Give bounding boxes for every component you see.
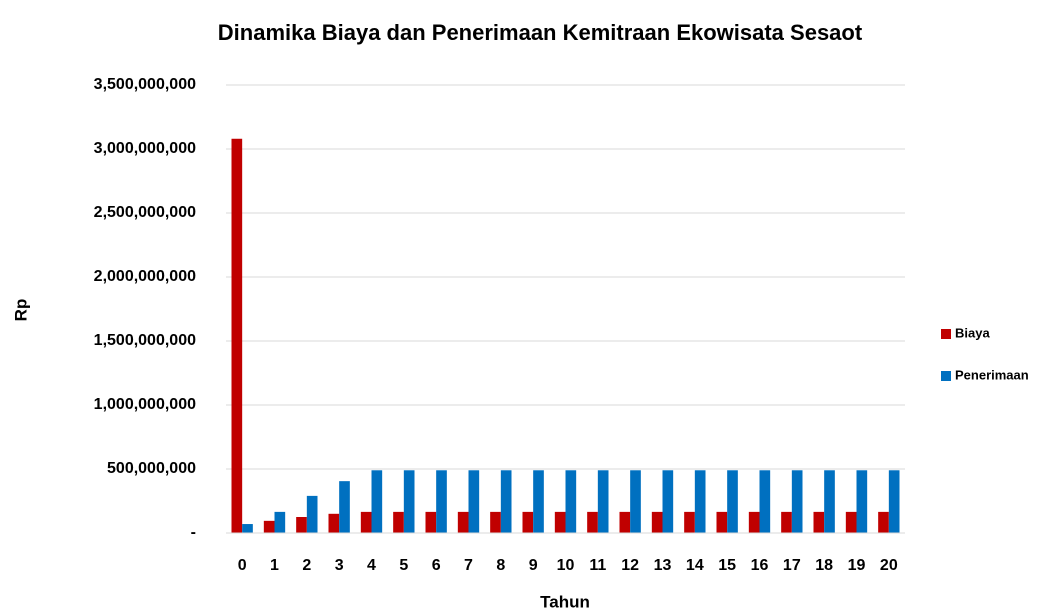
bar (813, 511, 825, 533)
y-axis-label: Rp (11, 299, 30, 322)
bar (371, 470, 383, 533)
bar (791, 470, 803, 533)
y-tick-label: 3,000,000,000 (94, 140, 196, 157)
bar (597, 470, 609, 533)
bar (565, 470, 577, 533)
y-tick-label: 2,000,000,000 (94, 268, 196, 285)
bar (306, 495, 318, 533)
legend-label: Penerimaan (955, 367, 1029, 382)
bar (500, 470, 512, 533)
bar (457, 511, 469, 533)
bar (274, 511, 286, 533)
bar (403, 470, 415, 533)
bar (231, 138, 243, 533)
x-tick-label: 20 (880, 557, 898, 574)
bar (781, 511, 792, 533)
bar (748, 511, 760, 533)
bar (878, 511, 889, 533)
bar (436, 470, 447, 533)
x-tick-label: 16 (751, 557, 769, 574)
bar (328, 513, 340, 533)
x-axis-label: Tahun (540, 592, 590, 611)
y-tick-label: 2,500,000,000 (94, 204, 196, 221)
x-tick-label: 5 (399, 557, 408, 574)
bar (360, 511, 372, 533)
x-tick-label: 9 (529, 557, 538, 574)
x-tick-label: 2 (302, 557, 311, 574)
x-tick-label: 11 (589, 557, 606, 574)
bar (824, 470, 835, 533)
bar (533, 470, 544, 533)
y-tick-label: - (191, 524, 196, 541)
x-tick-label: 10 (557, 557, 575, 574)
bar (684, 511, 695, 533)
x-tick-label: 8 (496, 557, 505, 574)
chart-title: Dinamika Biaya dan Penerimaan Kemitraan … (218, 20, 863, 45)
x-tick-label: 12 (621, 557, 639, 574)
x-tick-label: 18 (815, 557, 833, 574)
legend-swatch (941, 371, 951, 381)
x-tick-label: 19 (848, 557, 866, 574)
bar (662, 470, 674, 533)
x-tick-label: 17 (783, 557, 801, 574)
bar (888, 470, 900, 533)
bar (694, 470, 706, 533)
legend-label: Biaya (955, 325, 990, 340)
x-tick-label: 1 (270, 557, 279, 574)
bar (856, 470, 868, 533)
bar (619, 511, 631, 533)
x-tick-label: 4 (367, 557, 376, 574)
y-tick-label: 500,000,000 (107, 460, 196, 477)
bar (587, 511, 598, 533)
x-tick-label: 3 (335, 557, 344, 574)
bar (393, 511, 404, 533)
bar (716, 511, 728, 533)
bar (242, 524, 253, 533)
bar (522, 511, 534, 533)
bar (468, 470, 480, 533)
x-tick-label: 6 (432, 557, 441, 574)
y-tick-label: 1,500,000,000 (94, 332, 196, 349)
bar (651, 511, 663, 533)
bar (630, 470, 641, 533)
x-tick-label: 15 (718, 557, 736, 574)
bar (845, 511, 857, 533)
bar (759, 470, 771, 533)
bar (263, 520, 275, 533)
x-tick-label: 0 (238, 557, 247, 574)
bar (490, 511, 501, 533)
bar (425, 511, 437, 533)
legend-swatch (941, 329, 951, 339)
bar (296, 517, 307, 533)
x-tick-label: 14 (686, 557, 704, 574)
y-tick-label: 3,500,000,000 (94, 76, 196, 93)
bar (727, 470, 738, 533)
x-tick-label: 13 (654, 557, 672, 574)
y-tick-label: 1,000,000,000 (94, 396, 196, 413)
bar (554, 511, 566, 533)
bar (339, 481, 350, 533)
x-tick-label: 7 (464, 557, 473, 574)
